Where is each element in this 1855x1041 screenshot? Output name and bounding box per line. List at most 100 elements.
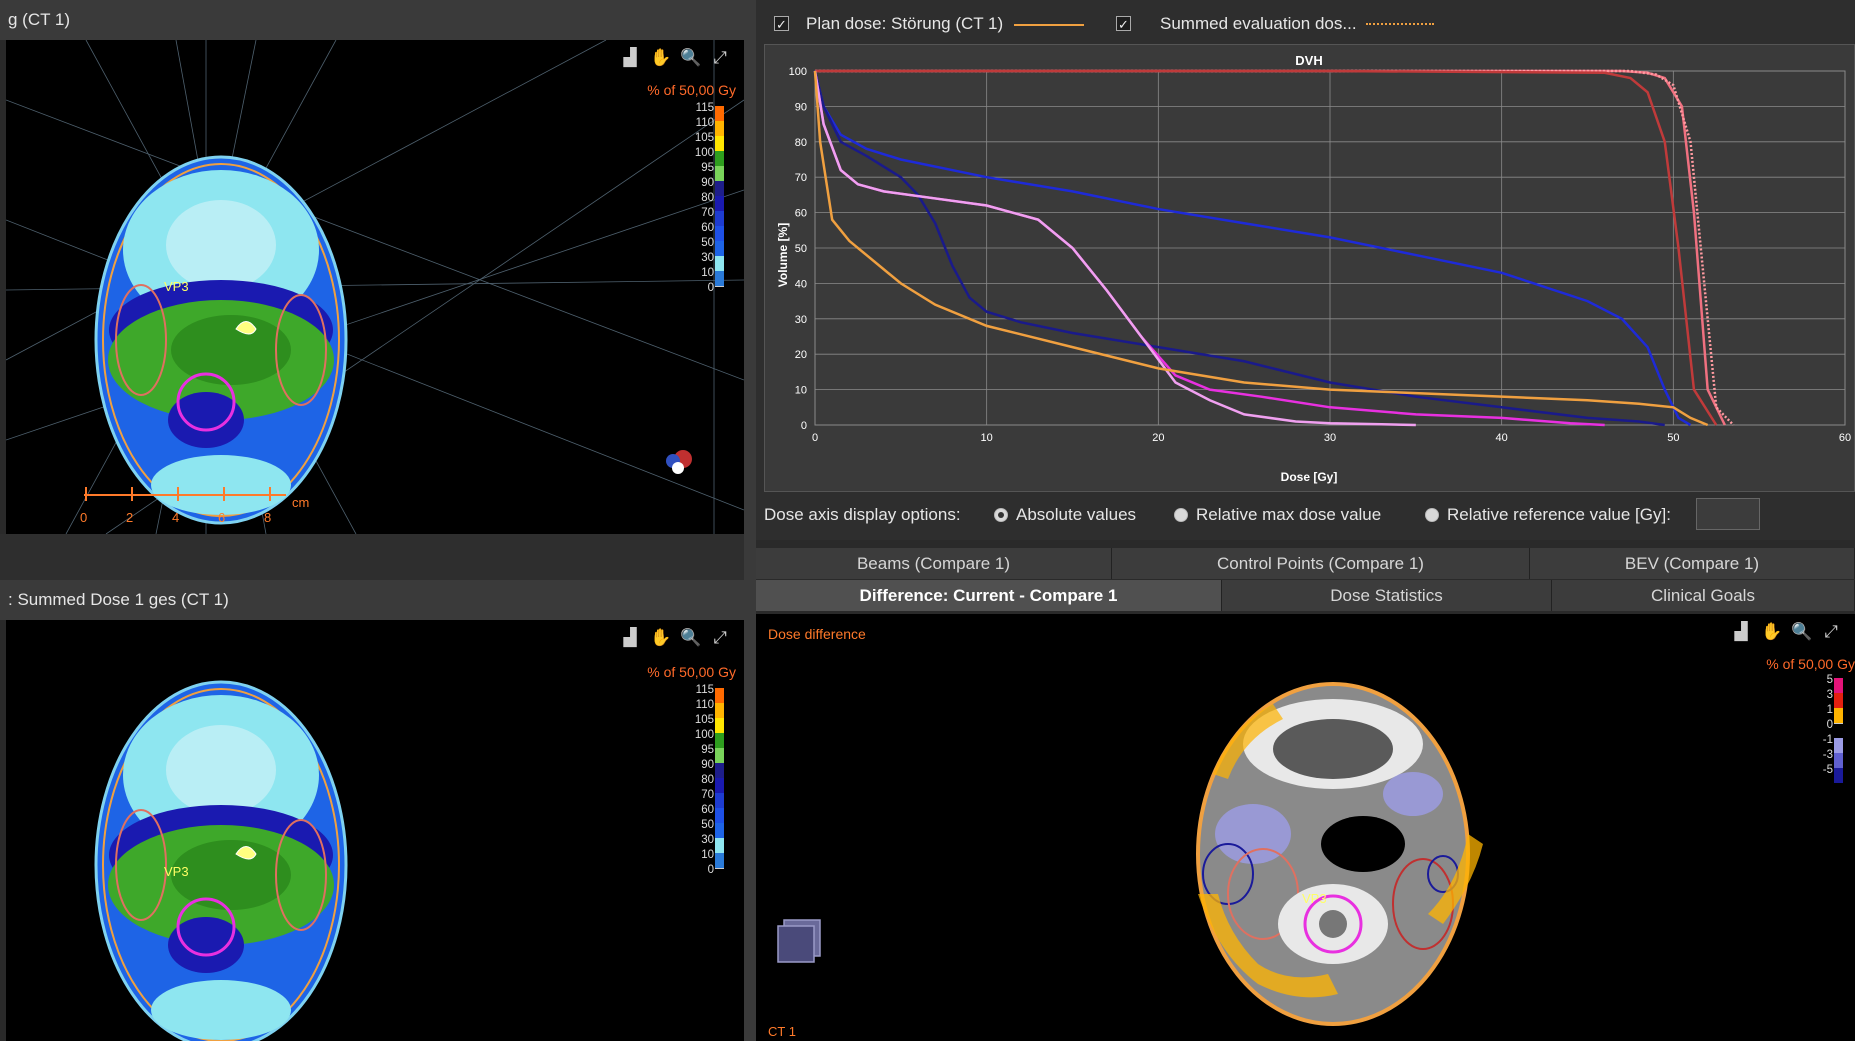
ct-label: CT 1 <box>768 1024 796 1039</box>
pan-hand-icon[interactable]: ✋ <box>650 628 672 647</box>
legend-color-swatch <box>1834 723 1843 724</box>
legend-color-swatch <box>715 241 724 256</box>
legend-level-label: -5 <box>1822 764 1833 776</box>
legend-color-swatch <box>715 151 724 166</box>
ruler-label-4: 4 <box>172 510 180 525</box>
diff-legend-title: % of 50,00 Gy <box>1766 656 1855 672</box>
panel-splitter-vertical[interactable] <box>744 0 756 1041</box>
dvh-x-tick-label: 10 <box>981 432 993 444</box>
pan-hand-icon[interactable]: ✋ <box>1761 622 1783 641</box>
legend-color-swatch <box>715 823 724 838</box>
histogram-icon[interactable]: ▟ <box>623 628 637 647</box>
roi-label-diff: VP3 <box>1302 891 1327 906</box>
pan-hand-icon[interactable]: ✋ <box>650 48 672 67</box>
fit-view-icon[interactable]: ⤢ <box>713 48 727 67</box>
dvh-series-line-1 <box>815 69 1735 426</box>
dose-axis-label: Dose axis display options: <box>764 505 961 524</box>
diff-legend: 5 3 1 0 -1 -3 -5 <box>1801 674 1855 784</box>
dvh-series-line-7 <box>813 70 1709 427</box>
zoom-icon[interactable]: 🔍 <box>680 48 702 67</box>
dvh-chart[interactable]: DVH 0 10 20 30 40 50 600102030405060708090100 … <box>765 45 1854 491</box>
relative-max-radio[interactable] <box>1174 508 1188 522</box>
dvh-series-line-3 <box>813 70 1692 427</box>
bottom-left-viewport[interactable]: VP3 ▟ ✋ 🔍 ⤢ % of 50,00 Gy 115 110 105 100 95… <box>6 620 744 1041</box>
bottom-left-title-bar: : Summed Dose 1 ges (CT 1) <box>0 580 750 620</box>
zoom-icon[interactable]: 🔍 <box>1791 622 1813 641</box>
legend-level-label: 10 <box>701 849 714 861</box>
absolute-values-label[interactable]: Absolute values <box>1016 505 1137 524</box>
dvh-y-tick-label: 40 <box>795 278 807 290</box>
dvh-x-tick-label: 60 <box>1839 432 1851 444</box>
legend-color-swatch <box>715 226 724 241</box>
axial-dose-image-bottom: VP3 <box>94 680 348 1041</box>
bottom-left-panel-title: : Summed Dose 1 ges (CT 1) <box>8 590 229 609</box>
view-toolbar-difference: ▟ ✋ 🔍 ⤢ <box>1731 622 1841 642</box>
tab-dose-statistics[interactable]: Dose Statistics <box>1222 580 1552 611</box>
zoom-icon[interactable]: 🔍 <box>680 628 702 647</box>
dvh-series-header: ✓ Plan dose: Störung (CT 1) ✓ Summed eva… <box>774 14 1844 34</box>
legend-level-label: 10 <box>701 267 714 279</box>
roi-label-bottom: VP3 <box>164 864 189 879</box>
axial-dose-image-top: VP3 <box>6 40 744 534</box>
tab-clinical-goals[interactable]: Clinical Goals <box>1552 580 1855 611</box>
difference-image: VP3 <box>777 682 1483 1026</box>
dvh-y-tick-label: 90 <box>795 101 807 113</box>
difference-view-title: Dose difference <box>768 626 866 642</box>
series2-checkbox[interactable]: ✓ <box>1116 16 1131 32</box>
relative-reference-radio[interactable] <box>1425 508 1439 522</box>
histogram-icon[interactable]: ▟ <box>1734 622 1748 641</box>
fit-view-icon[interactable]: ⤢ <box>1824 622 1838 641</box>
legend-color-swatch <box>1834 708 1843 723</box>
dvh-y-tick-label: 30 <box>795 314 807 326</box>
dvh-x-tick-label: 20 <box>1152 432 1164 444</box>
legend-level-label: 70 <box>701 789 714 801</box>
legend-color-swatch <box>715 868 724 869</box>
panel-splitter-left[interactable] <box>0 534 750 580</box>
legend-level-label: 3 <box>1826 689 1833 701</box>
series1-checkbox[interactable]: ✓ <box>774 16 789 32</box>
reference-value-input[interactable] <box>1696 498 1760 530</box>
difference-viewport[interactable]: Dose difference VP3 CT 1 ▟ ✋ <box>756 614 1855 1041</box>
dvh-y-tick-label: 100 <box>789 66 807 78</box>
legend-color-swatch <box>1834 768 1843 783</box>
relative-max-label[interactable]: Relative max dose value <box>1196 505 1382 524</box>
histogram-icon[interactable]: ▟ <box>623 48 637 67</box>
legend-level-label: 105 <box>694 132 714 144</box>
legend-level-label: 105 <box>694 714 714 726</box>
legend-color-swatch <box>715 181 724 196</box>
dvh-y-tick-label: 20 <box>795 349 807 361</box>
dvh-series-line-6 <box>813 70 1416 427</box>
dvh-xlabel: Dose [Gy] <box>1281 470 1338 484</box>
view-toolbar-bottom-left: ▟ ✋ 🔍 ⤢ <box>620 628 730 648</box>
tab-bev[interactable]: BEV (Compare 1) <box>1530 548 1855 579</box>
dvh-series-line-2 <box>815 69 1718 426</box>
legend-level-label: 30 <box>701 252 714 264</box>
legend-color-swatch <box>715 106 724 121</box>
legend-level-label: 90 <box>701 177 714 189</box>
legend-level-label: 60 <box>701 222 714 234</box>
legend-color-swatch <box>1834 693 1843 708</box>
legend-level-label: 50 <box>701 819 714 831</box>
legend-color-swatch <box>715 196 724 211</box>
absolute-values-radio[interactable] <box>994 508 1008 522</box>
legend-color-swatch <box>715 286 724 287</box>
legend-color-swatch <box>715 808 724 823</box>
top-left-viewport[interactable]: VP3 0 2 4 6 8 cm ▟ ✋ 🔍 ⤢ % of 50,00 Gy 1… <box>6 40 744 534</box>
legend-level-label: 70 <box>701 207 714 219</box>
legend-color-swatch <box>715 778 724 793</box>
series1-line-sample <box>1014 24 1084 26</box>
tab-control-points[interactable]: Control Points (Compare 1) <box>1112 548 1530 579</box>
legend-color-swatch <box>1834 738 1843 753</box>
dvh-y-tick-label: 80 <box>795 137 807 149</box>
dvh-series-line-4 <box>813 70 1665 427</box>
legend-color-swatch <box>715 748 724 763</box>
legend-level-label: 1 <box>1826 704 1833 716</box>
tab-difference[interactable]: Difference: Current - Compare 1 <box>756 580 1222 611</box>
fit-view-icon[interactable]: ⤢ <box>713 628 727 647</box>
legend-color-swatch <box>715 121 724 136</box>
legend-color-swatch <box>1834 678 1843 693</box>
dvh-y-tick-label: 70 <box>795 172 807 184</box>
relative-reference-label[interactable]: Relative reference value [Gy]: <box>1447 505 1671 524</box>
dvh-y-tick-label: 10 <box>795 385 807 397</box>
tab-beams[interactable]: Beams (Compare 1) <box>756 548 1112 579</box>
